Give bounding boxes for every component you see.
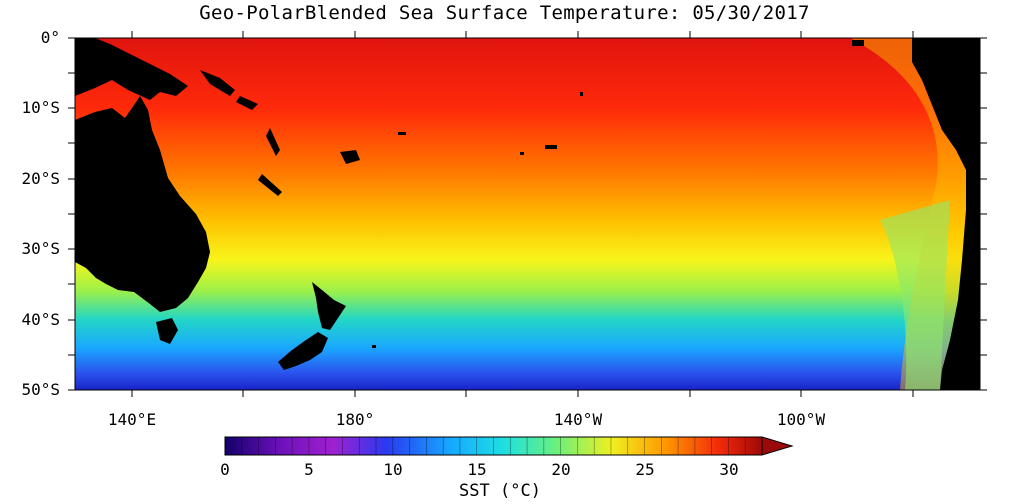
colorbar-tick-20: 20 — [551, 460, 571, 479]
colorbar-tick-0: 0 — [220, 460, 230, 479]
lon-label-140w: 140°W — [553, 410, 603, 429]
lat-label-50s: 50°S — [21, 380, 60, 399]
lat-label-40s: 40°S — [21, 310, 60, 329]
lat-label-20s: 20°S — [21, 169, 60, 188]
map-title: Geo-PolarBlended Sea Surface Temperature… — [199, 2, 810, 24]
colorbar-tick-25: 25 — [635, 460, 655, 479]
lat-label-0: 0° — [40, 28, 60, 47]
lat-label-30s: 30°S — [21, 239, 60, 258]
colorbar-tick-30: 30 — [719, 460, 739, 479]
tasmania-landmass — [156, 318, 178, 344]
australia-landmass — [75, 96, 210, 312]
lon-label-140e: 140°E — [107, 410, 157, 429]
colorbar-segments — [241, 437, 746, 455]
colorbar-tick-10: 10 — [383, 460, 403, 479]
colorbar-tick-5: 5 — [304, 460, 314, 479]
new-zealand-south-island — [278, 332, 328, 370]
lat-label-10s: 10°S — [21, 98, 60, 117]
sst-field — [75, 38, 980, 390]
new-guinea-landmass — [75, 38, 188, 100]
lat-ticks — [68, 37, 987, 391]
lon-label-180: 180° — [335, 410, 375, 429]
lon-ticks — [131, 31, 914, 397]
colorbar-overflow-arrow — [761, 436, 794, 456]
new-zealand-north-island — [312, 282, 346, 330]
lon-label-100w: 100°W — [776, 410, 826, 429]
colorbar-label: SST (°C) — [459, 481, 541, 501]
south-america-landmass — [912, 38, 980, 390]
colorbar-tick-15: 15 — [467, 460, 487, 479]
